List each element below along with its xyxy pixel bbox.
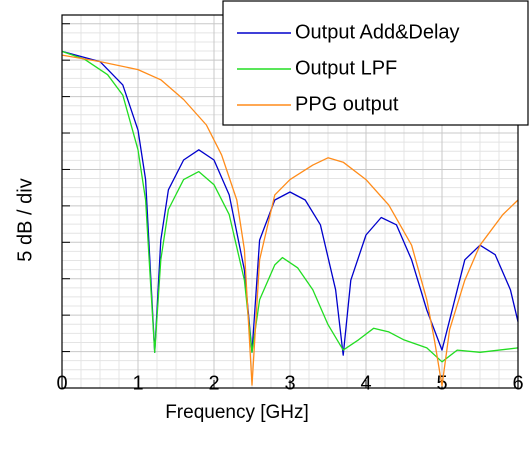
x-tick-label: 1	[132, 372, 143, 394]
x-tick-label: 2	[208, 372, 219, 394]
x-tick-label: 3	[284, 372, 295, 394]
legend-label: Output LPF	[295, 57, 397, 79]
y-axis-label: 5 dB / div	[14, 178, 36, 261]
x-axis-label: Frequency [GHz]	[165, 402, 309, 423]
series-line	[61, 50, 519, 363]
legend-label: PPG output	[295, 93, 399, 115]
legend-label: Output Add&Delay	[295, 21, 460, 43]
series-line	[61, 54, 519, 387]
x-tick-label: 4	[360, 372, 371, 394]
